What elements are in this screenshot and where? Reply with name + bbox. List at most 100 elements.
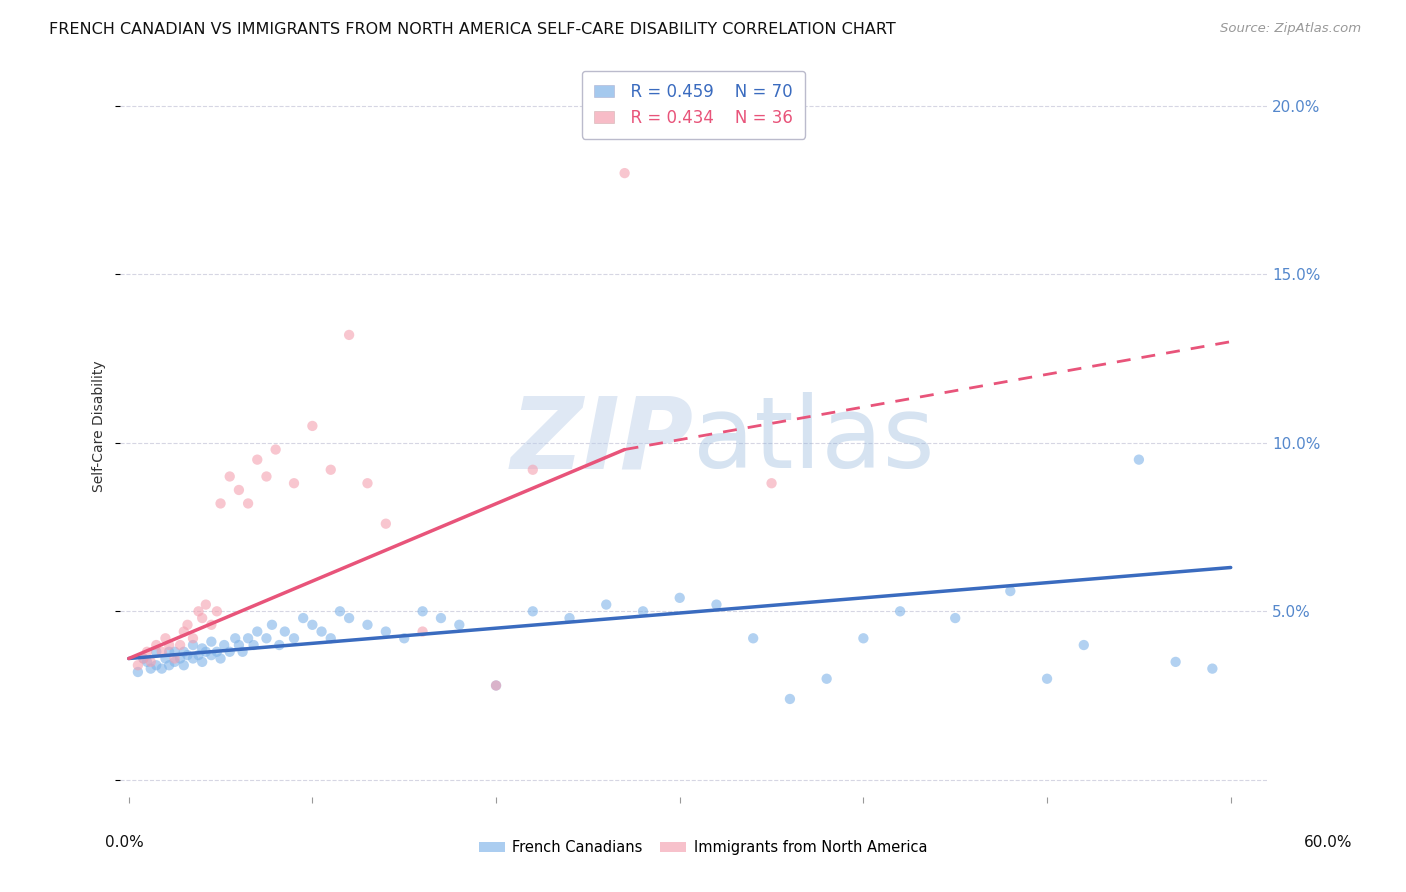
Point — [232, 645, 254, 659]
Point — [311, 624, 333, 639]
Point — [283, 476, 305, 491]
Point — [779, 692, 801, 706]
Point — [212, 638, 235, 652]
Point — [163, 655, 186, 669]
Point — [852, 632, 875, 646]
Point — [246, 624, 269, 639]
Point — [668, 591, 690, 605]
Point — [430, 611, 453, 625]
Point — [157, 645, 180, 659]
Point — [356, 617, 378, 632]
Point — [260, 617, 283, 632]
Point — [145, 638, 167, 652]
Point — [181, 632, 204, 646]
Point — [412, 604, 434, 618]
Point — [264, 442, 287, 457]
Point — [256, 469, 278, 483]
Text: atlas: atlas — [693, 392, 935, 489]
Point — [242, 638, 264, 652]
Point — [522, 604, 544, 618]
Point — [256, 632, 278, 646]
Point — [337, 327, 360, 342]
Point — [163, 645, 186, 659]
Point — [329, 604, 352, 618]
Legend:   R = 0.459    N = 70,   R = 0.434    N = 36: R = 0.459 N = 70, R = 0.434 N = 36 — [582, 70, 804, 138]
Point — [136, 645, 159, 659]
Point — [228, 483, 250, 497]
Point — [274, 624, 297, 639]
Point — [136, 655, 159, 669]
Point — [173, 624, 195, 639]
Point — [187, 604, 209, 618]
Point — [485, 678, 508, 692]
Point — [706, 598, 728, 612]
Point — [209, 651, 232, 665]
Point — [194, 645, 217, 659]
Point — [943, 611, 966, 625]
Point — [139, 662, 162, 676]
Point — [145, 645, 167, 659]
Point — [191, 611, 214, 625]
Point — [522, 463, 544, 477]
Point — [631, 604, 654, 618]
Point — [155, 651, 177, 665]
Point — [742, 632, 765, 646]
Point — [449, 617, 471, 632]
Point — [209, 496, 232, 510]
Point — [1128, 452, 1150, 467]
Point — [155, 632, 177, 646]
Point — [218, 645, 240, 659]
Point — [374, 516, 396, 531]
Point — [319, 463, 342, 477]
Point — [301, 418, 323, 433]
Y-axis label: Self-Care Disability: Self-Care Disability — [93, 360, 107, 491]
Point — [194, 598, 217, 612]
Point — [139, 655, 162, 669]
Point — [1000, 584, 1022, 599]
Point — [169, 638, 191, 652]
Point — [1201, 662, 1223, 676]
Point — [157, 658, 180, 673]
Point — [187, 648, 209, 662]
Point — [319, 632, 342, 646]
Text: 60.0%: 60.0% — [1305, 836, 1353, 850]
Point — [224, 632, 246, 646]
Point — [157, 638, 180, 652]
Text: Source: ZipAtlas.com: Source: ZipAtlas.com — [1220, 22, 1361, 36]
Point — [127, 658, 149, 673]
Point — [889, 604, 911, 618]
Point — [228, 638, 250, 652]
Point — [181, 651, 204, 665]
Point — [236, 496, 259, 510]
Point — [218, 469, 240, 483]
Point — [132, 651, 155, 665]
Point — [191, 641, 214, 656]
Point — [337, 611, 360, 625]
Point — [181, 638, 204, 652]
Point — [412, 624, 434, 639]
Point — [176, 648, 198, 662]
Point — [127, 665, 149, 679]
Point — [145, 658, 167, 673]
Point — [1036, 672, 1059, 686]
Point — [283, 632, 305, 646]
Point — [150, 645, 173, 659]
Point — [132, 651, 155, 665]
Point — [169, 651, 191, 665]
Point — [191, 655, 214, 669]
Point — [292, 611, 315, 625]
Point — [392, 632, 415, 646]
Point — [485, 678, 508, 692]
Point — [173, 658, 195, 673]
Point — [301, 617, 323, 632]
Point — [246, 452, 269, 467]
Point — [1164, 655, 1187, 669]
Point — [236, 632, 259, 646]
Point — [200, 634, 222, 648]
Point — [163, 651, 186, 665]
Point — [595, 598, 617, 612]
Point — [200, 617, 222, 632]
Text: 0.0%: 0.0% — [105, 836, 145, 850]
Point — [815, 672, 838, 686]
Point — [1073, 638, 1095, 652]
